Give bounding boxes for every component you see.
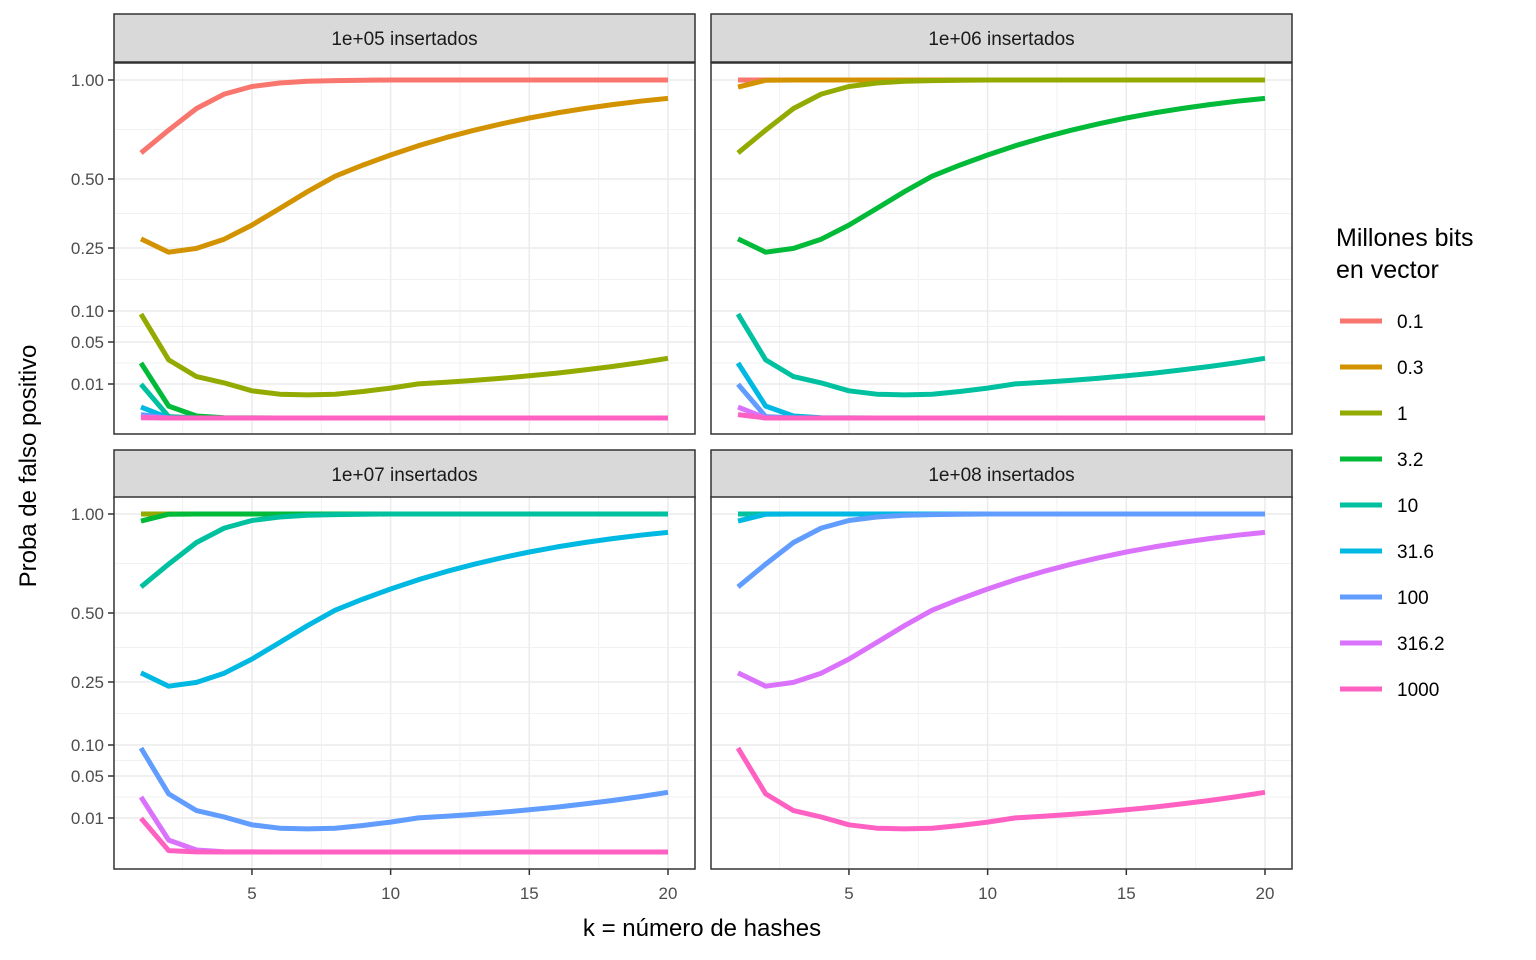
y-tick-label: 0.50 bbox=[71, 604, 104, 623]
y-axis-title: Proba de falso positivo bbox=[15, 345, 42, 588]
series-line-1000 bbox=[139, 816, 668, 855]
legend-item: 1000 bbox=[1340, 680, 1439, 701]
facet-panel: 1e+06 insertados bbox=[710, 13, 1293, 435]
facet-strip bbox=[710, 13, 1293, 63]
facet-strip-label: 1e+05 insertados bbox=[331, 29, 477, 50]
legend-item: 100 bbox=[1340, 588, 1429, 609]
series-line-1000 bbox=[737, 412, 1265, 421]
facet-panel: 1e+05 insertados 0.01 0.05 0.10 0.25 0.50 1.00 bbox=[71, 13, 696, 435]
y-tick-label: 0.50 bbox=[71, 170, 104, 189]
series-line-10 bbox=[735, 312, 1266, 398]
y-tick-label: 0.25 bbox=[71, 239, 104, 258]
facet-strip bbox=[710, 449, 1293, 499]
legend-item: 31.6 bbox=[1340, 542, 1434, 563]
x-tick-label: 5 bbox=[844, 884, 853, 903]
legend-item: 10 bbox=[1340, 496, 1418, 517]
legend-title: Millones bits bbox=[1336, 224, 1474, 252]
y-tick-label: 0.01 bbox=[71, 809, 104, 828]
series-line-100 bbox=[736, 511, 1265, 589]
panels-group: 1e+05 insertados 0.01 0.05 0.10 0.25 0.50 1.00… bbox=[71, 13, 1293, 903]
x-tick-label: 5 bbox=[247, 884, 256, 903]
facet-panel: 1e+08 insertados 5 10 15 20 bbox=[710, 449, 1293, 903]
legend-label: 0.3 bbox=[1397, 358, 1423, 379]
series-line-1000 bbox=[735, 746, 1266, 832]
y-tick-label: 0.10 bbox=[71, 302, 104, 321]
x-axis-title: k = número de hashes bbox=[583, 915, 821, 942]
series-line-10 bbox=[139, 511, 668, 589]
facet-strip bbox=[113, 449, 696, 499]
series-line-3.2 bbox=[736, 95, 1266, 255]
series-line-0.1 bbox=[139, 77, 668, 155]
x-tick-label: 10 bbox=[978, 884, 997, 903]
legend-label: 0.1 bbox=[1397, 312, 1423, 333]
facet-strip-label: 1e+08 insertados bbox=[928, 465, 1074, 486]
x-tick-label: 15 bbox=[1117, 884, 1136, 903]
legend-item: 0.3 bbox=[1340, 358, 1423, 379]
x-tick-label: 15 bbox=[520, 884, 539, 903]
facet-strip bbox=[113, 13, 696, 63]
y-tick-label: 0.25 bbox=[71, 673, 104, 692]
facet-strip-label: 1e+06 insertados bbox=[928, 29, 1074, 50]
x-tick-label: 10 bbox=[381, 884, 400, 903]
x-tick-label: 20 bbox=[659, 884, 678, 903]
legend-label: 3.2 bbox=[1397, 450, 1423, 471]
y-tick-label: 1.00 bbox=[71, 505, 104, 524]
y-tick-label: 0.01 bbox=[71, 375, 104, 394]
series-line-1 bbox=[736, 77, 1265, 155]
legend-item: 316.2 bbox=[1340, 634, 1445, 655]
series-line-100 bbox=[138, 746, 669, 832]
legend-item: 1 bbox=[1340, 404, 1408, 425]
legend-item: 3.2 bbox=[1340, 450, 1423, 471]
y-tick-label: 0.05 bbox=[71, 767, 104, 786]
series-line-316.2 bbox=[736, 529, 1266, 689]
facet-strip-label: 1e+07 insertados bbox=[331, 465, 477, 486]
legend-label: 100 bbox=[1397, 588, 1429, 609]
panel-border bbox=[710, 496, 1293, 870]
legend-title: en vector bbox=[1336, 256, 1439, 284]
series-line-0.3 bbox=[139, 95, 669, 255]
panel-border bbox=[710, 62, 1293, 435]
legend-label: 31.6 bbox=[1397, 542, 1434, 563]
x-tick-label: 20 bbox=[1256, 884, 1275, 903]
legend-label: 1 bbox=[1397, 404, 1408, 425]
legend-label: 10 bbox=[1397, 496, 1418, 517]
facet-panel: 1e+07 insertados 0.01 0.05 0.10 0.25 0.50 1.00… bbox=[71, 449, 696, 903]
series-line-31.6 bbox=[139, 529, 669, 689]
y-tick-label: 0.05 bbox=[71, 333, 104, 352]
legend: Millones bits en vector 0.1 0.3 1 3.2 10 31.6 1… bbox=[1336, 224, 1474, 701]
series-line-1 bbox=[138, 312, 669, 398]
legend-label: 316.2 bbox=[1397, 634, 1445, 655]
legend-item: 0.1 bbox=[1340, 312, 1423, 333]
legend-label: 1000 bbox=[1397, 680, 1439, 701]
y-tick-label: 0.10 bbox=[71, 736, 104, 755]
panel-border bbox=[113, 496, 696, 870]
y-tick-label: 1.00 bbox=[71, 71, 104, 90]
